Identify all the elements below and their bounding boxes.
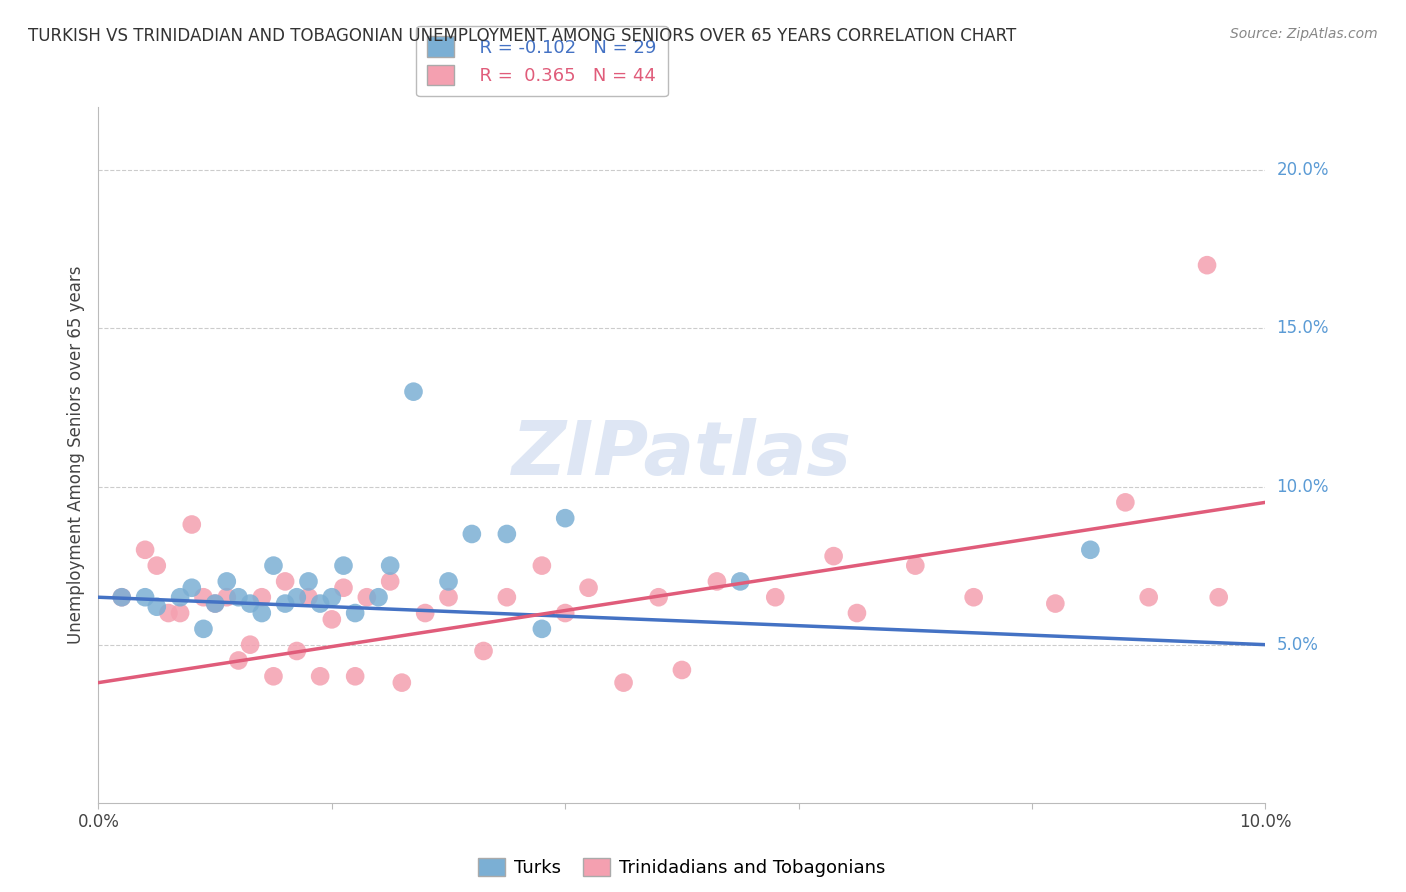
Point	[904, 558, 927, 573]
Point	[367, 591, 389, 605]
Point	[1208, 591, 1230, 605]
Point	[845, 606, 868, 620]
Point	[309, 669, 332, 683]
Point	[728, 574, 751, 589]
Point	[437, 574, 460, 589]
Point	[111, 591, 134, 605]
Point	[180, 517, 202, 532]
Point	[215, 574, 238, 589]
Text: TURKISH VS TRINIDADIAN AND TOBAGONIAN UNEMPLOYMENT AMONG SENIORS OVER 65 YEARS C: TURKISH VS TRINIDADIAN AND TOBAGONIAN UN…	[28, 27, 1017, 45]
Point	[495, 527, 517, 541]
Point	[1045, 597, 1067, 611]
Point	[472, 644, 495, 658]
Point	[321, 612, 343, 626]
Point	[578, 581, 600, 595]
Point	[309, 597, 332, 611]
Point	[169, 591, 191, 605]
Point	[495, 591, 517, 605]
Point	[647, 591, 669, 605]
Point	[554, 606, 576, 620]
Point	[1080, 542, 1102, 557]
Point	[274, 597, 297, 611]
Point	[332, 558, 354, 573]
Point	[402, 384, 425, 399]
Point	[134, 591, 156, 605]
Point	[763, 591, 786, 605]
Point	[193, 622, 215, 636]
Point	[111, 591, 134, 605]
Point	[612, 675, 634, 690]
Point	[378, 558, 402, 573]
Point	[321, 591, 343, 605]
Point	[262, 669, 284, 683]
Legend: Turks, Trinidadians and Tobagonians: Turks, Trinidadians and Tobagonians	[471, 850, 893, 884]
Point	[554, 511, 576, 525]
Text: 20.0%: 20.0%	[1277, 161, 1329, 179]
Point	[437, 591, 460, 605]
Point	[285, 644, 308, 658]
Point	[1114, 495, 1136, 509]
Text: ZIPatlas: ZIPatlas	[512, 418, 852, 491]
Point	[344, 606, 367, 620]
Point	[146, 558, 169, 573]
Point	[823, 549, 845, 563]
Point	[193, 591, 215, 605]
Point	[1195, 258, 1218, 272]
Point	[344, 669, 367, 683]
Point	[297, 574, 319, 589]
Text: 15.0%: 15.0%	[1277, 319, 1329, 337]
Point	[215, 591, 238, 605]
Point	[262, 558, 284, 573]
Point	[962, 591, 984, 605]
Point	[461, 527, 484, 541]
Text: 10.0%: 10.0%	[1277, 477, 1329, 496]
Point	[671, 663, 693, 677]
Point	[180, 581, 202, 595]
Point	[391, 675, 413, 690]
Point	[239, 638, 262, 652]
Point	[250, 606, 273, 620]
Point	[228, 653, 250, 667]
Text: Source: ZipAtlas.com: Source: ZipAtlas.com	[1230, 27, 1378, 41]
Point	[157, 606, 180, 620]
Point	[332, 581, 354, 595]
Point	[146, 599, 169, 614]
Point	[706, 574, 728, 589]
Point	[530, 622, 553, 636]
Y-axis label: Unemployment Among Seniors over 65 years: Unemployment Among Seniors over 65 years	[66, 266, 84, 644]
Point	[285, 591, 308, 605]
Point	[239, 597, 262, 611]
Point	[169, 606, 191, 620]
Text: 5.0%: 5.0%	[1277, 636, 1319, 654]
Point	[530, 558, 553, 573]
Point	[297, 591, 319, 605]
Point	[356, 591, 378, 605]
Point	[378, 574, 402, 589]
Point	[204, 597, 226, 611]
Point	[228, 591, 250, 605]
Point	[250, 591, 273, 605]
Point	[413, 606, 436, 620]
Point	[134, 542, 156, 557]
Point	[204, 597, 226, 611]
Point	[1137, 591, 1160, 605]
Point	[274, 574, 297, 589]
